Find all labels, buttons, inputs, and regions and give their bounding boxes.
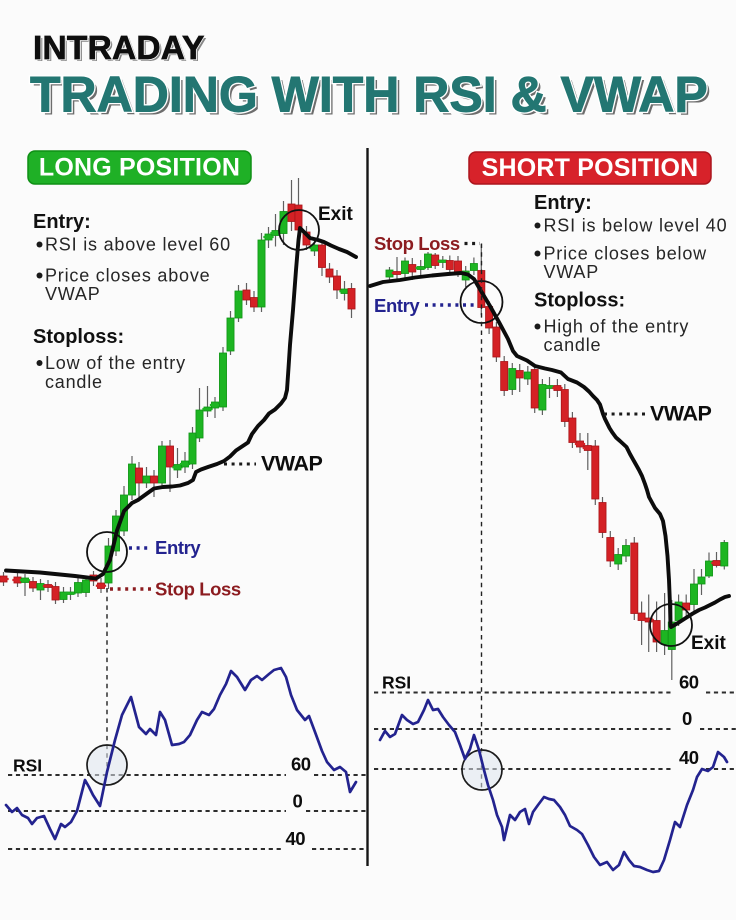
- svg-text:RSI: RSI: [13, 756, 42, 776]
- svg-text:VWAP: VWAP: [45, 284, 101, 304]
- svg-text:Stop Loss: Stop Loss: [155, 579, 241, 600]
- svg-text:candle: candle: [544, 335, 602, 355]
- svg-text:Stop Loss: Stop Loss: [374, 233, 460, 254]
- svg-text:INTRADAY: INTRADAY: [33, 30, 205, 67]
- svg-text:40: 40: [679, 747, 699, 768]
- svg-text:0: 0: [682, 708, 692, 729]
- svg-text:RSI: RSI: [382, 673, 411, 693]
- svg-text:RSI is below level 40: RSI is below level 40: [544, 216, 728, 236]
- svg-text:Stoploss:: Stoploss:: [534, 290, 625, 312]
- svg-text:Exit: Exit: [318, 204, 354, 225]
- svg-text:VWAP: VWAP: [650, 402, 711, 426]
- svg-text:Low of the entry: Low of the entry: [45, 353, 186, 373]
- svg-text:Entry: Entry: [374, 295, 420, 316]
- svg-text:40: 40: [286, 828, 306, 849]
- svg-text:VWAP: VWAP: [261, 452, 322, 476]
- svg-text:TRADING WITH RSI & VWAP: TRADING WITH RSI & VWAP: [33, 69, 711, 125]
- svg-text:RSI is above level 60: RSI is above level 60: [45, 235, 231, 255]
- svg-text:TRADING WITH RSI & VWAP: TRADING WITH RSI & VWAP: [30, 67, 708, 123]
- svg-text:LONG POSITION: LONG POSITION: [39, 154, 240, 182]
- svg-text:VWAP: VWAP: [544, 262, 600, 282]
- svg-text:INTRADAY: INTRADAY: [35, 32, 207, 69]
- svg-text:Stoploss:: Stoploss:: [33, 326, 124, 348]
- svg-text:SHORT POSITION: SHORT POSITION: [482, 154, 699, 182]
- svg-text:Exit: Exit: [691, 633, 727, 654]
- svg-text:Price closes below: Price closes below: [544, 244, 708, 264]
- svg-text:candle: candle: [45, 372, 103, 392]
- svg-text:60: 60: [291, 754, 311, 775]
- svg-text:Entry:: Entry:: [534, 192, 592, 214]
- svg-text:0: 0: [293, 791, 303, 812]
- svg-text:INTRADAY: INTRADAY: [33, 30, 205, 67]
- svg-text:TRADING WITH RSI & VWAP: TRADING WITH RSI & VWAP: [30, 67, 708, 123]
- svg-text:Entry: Entry: [155, 537, 201, 558]
- svg-text:Entry:: Entry:: [33, 211, 91, 233]
- svg-text:60: 60: [679, 672, 699, 693]
- svg-text:Price closes above: Price closes above: [45, 266, 210, 286]
- svg-text:High of the entry: High of the entry: [544, 317, 690, 337]
